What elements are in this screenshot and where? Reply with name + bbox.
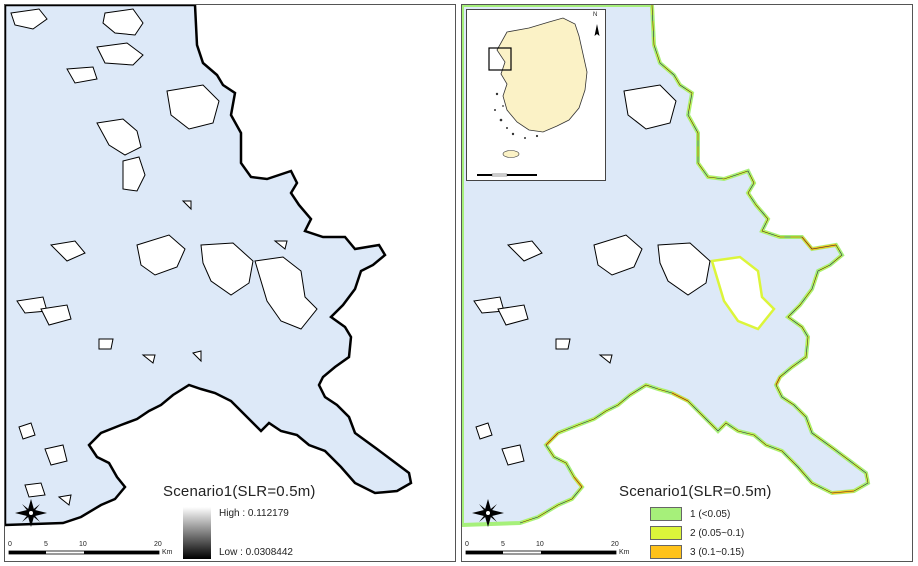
island [44, 444, 68, 466]
inset-locator-map: N [466, 9, 606, 181]
island [506, 240, 543, 262]
scale-tick-20: 20 [154, 541, 162, 548]
island [200, 242, 254, 296]
legend-class-2: 2 (0.05~0.1) [650, 526, 744, 540]
inset-scale-bar [477, 173, 537, 177]
inset-map [477, 17, 600, 177]
scale-tick-5: 5 [501, 541, 505, 548]
scale-tick-20: 20 [611, 541, 619, 548]
island [102, 8, 144, 36]
islands [10, 8, 318, 506]
island [49, 240, 86, 262]
island [10, 8, 48, 30]
scale-unit: Km [162, 549, 173, 556]
gradient-high-label: High : 0.112179 [219, 508, 289, 519]
legend-title: Scenario1(SLR=0.5m) [163, 483, 316, 500]
island [24, 482, 46, 498]
island [166, 84, 220, 130]
scale-tick-5: 5 [44, 541, 48, 548]
island [598, 354, 613, 364]
island [623, 84, 677, 130]
island [497, 304, 529, 326]
legend-label-2: 2 (0.05~0.1) [690, 527, 745, 539]
island [501, 444, 525, 466]
island [593, 234, 643, 276]
island [57, 494, 72, 506]
scale-bar [8, 550, 160, 555]
island [96, 118, 142, 156]
gradient-low-label: Low : 0.0308442 [219, 547, 293, 558]
island [66, 66, 98, 84]
islands [473, 84, 776, 466]
legend-label-3: 3 (0.1~0.15) [690, 546, 745, 558]
north-arrow-icon [15, 499, 47, 527]
legend-swatch-3 [650, 545, 682, 559]
legend-class-3: 3 (0.1~0.15) [650, 545, 744, 559]
scale-tick-0: 0 [8, 541, 12, 548]
island [141, 354, 156, 364]
scale-tick-10: 10 [536, 541, 544, 548]
island [254, 256, 318, 330]
left-map-panel: Scenario1(SLR=0.5m) High : 0.112179 Low … [4, 4, 456, 562]
study-area-box [488, 47, 512, 71]
island [18, 422, 36, 440]
island [273, 240, 288, 250]
inset-north-label: N [593, 12, 598, 18]
island [710, 255, 776, 331]
scale-bar [465, 550, 617, 555]
legend-swatch-1 [650, 507, 682, 521]
legend-swatch-2 [650, 526, 682, 540]
island [555, 338, 571, 350]
legend-label-1: 1 (<0.05) [690, 508, 731, 520]
island [657, 242, 711, 296]
korean-peninsula [496, 17, 588, 133]
island [181, 200, 192, 211]
island [98, 338, 114, 350]
north-arrow-icon [472, 499, 504, 527]
island [122, 156, 146, 192]
inset-islands [494, 92, 539, 139]
island [96, 42, 144, 66]
legend-title: Scenario1(SLR=0.5m) [619, 483, 772, 500]
legend-class-1: 1 (<0.05) [650, 507, 730, 521]
coast-inner-line [519, 5, 869, 524]
scale-unit: Km [619, 549, 630, 556]
island [192, 350, 202, 363]
gradient-bar [183, 507, 211, 559]
island [475, 422, 493, 440]
scale-tick-0: 0 [465, 541, 469, 548]
island [40, 304, 72, 326]
left-map [5, 5, 455, 561]
right-map-panel: N Scenario1(SLR=0.5m) 1 (<0.05) 2 (0.05~… [461, 4, 913, 562]
island [136, 234, 186, 276]
inset-north-arrow-icon [594, 24, 600, 36]
jeju-island [502, 150, 520, 158]
scale-tick-10: 10 [79, 541, 87, 548]
